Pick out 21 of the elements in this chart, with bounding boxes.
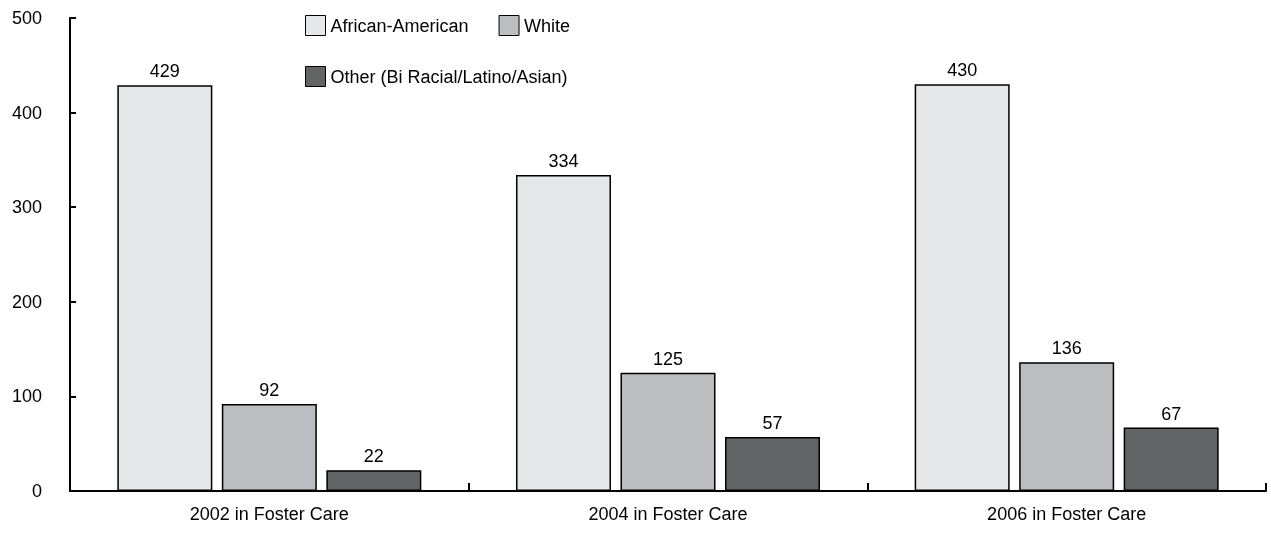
x-tick-label: 2002 in Foster Care bbox=[189, 504, 349, 524]
data-label: 430 bbox=[947, 60, 978, 81]
data-label: 57 bbox=[762, 413, 783, 434]
y-tick-label: 200 bbox=[11, 291, 42, 312]
y-tick-label: 0 bbox=[31, 481, 42, 501]
legend-label: White bbox=[524, 15, 571, 36]
y-tick-label: 300 bbox=[11, 197, 42, 218]
data-label: 92 bbox=[259, 379, 280, 400]
legend-label: African-American bbox=[330, 15, 469, 36]
y-tick-label: 400 bbox=[11, 102, 42, 123]
legend-label: Other (Bi Racial/Latino/Asian) bbox=[330, 66, 568, 87]
data-label: 429 bbox=[149, 61, 180, 82]
x-tick-label: 2006 in Foster Care bbox=[987, 504, 1147, 524]
y-tick-label: 100 bbox=[11, 386, 42, 407]
data-label: 67 bbox=[1161, 403, 1182, 424]
y-tick-label: 500 bbox=[11, 8, 42, 28]
data-label: 125 bbox=[652, 348, 684, 369]
data-label: 136 bbox=[1051, 338, 1082, 359]
x-tick-label: 2004 in Foster Care bbox=[588, 504, 748, 524]
data-label: 334 bbox=[548, 151, 579, 172]
data-label: 22 bbox=[363, 446, 384, 467]
